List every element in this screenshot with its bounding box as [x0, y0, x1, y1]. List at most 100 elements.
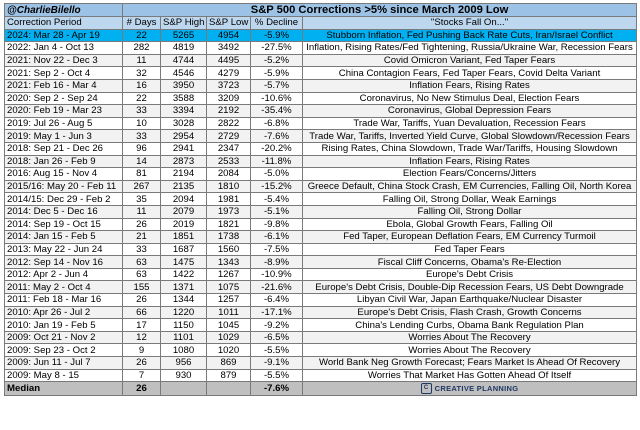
row-period: 2012: Apr 2 - Jun 4 [4, 267, 123, 282]
row-period: 2010: Apr 26 - Jul 2 [4, 305, 123, 320]
row-decline: -10.9% [250, 267, 303, 282]
row-days: 11 [122, 53, 161, 68]
row-days: 63 [122, 267, 161, 282]
row-decline: -35.4% [250, 104, 303, 118]
row-days: 11 [122, 204, 161, 219]
row-days: 26 [122, 356, 161, 370]
row-days: 66 [122, 305, 161, 320]
row-period: 2014: Dec 5 - Dec 16 [4, 204, 123, 219]
row-high: 2019 [160, 217, 207, 232]
row-days: 267 [122, 179, 161, 194]
row-period: 2012: Sep 14 - Nov 16 [4, 255, 123, 269]
row-period: 2014: Jan 15 - Feb 5 [4, 230, 123, 244]
row-high: 1422 [160, 267, 207, 282]
table-row: 2018: Sep 21 - Dec 26 96 2941 2347 -20.2% Ris… [4, 141, 638, 156]
row-decline: -21.6% [250, 280, 303, 295]
table-row: 2019: Jul 26 - Aug 5 10 3028 2822 -6.8% Trade… [4, 116, 638, 131]
table-row: 2009: May 8 - 15 7 930 879 -5.5% Worries That… [4, 368, 638, 383]
row-days: 9 [122, 343, 161, 358]
row-reason: Coronavirus, No New Stimulus Deal, Elect… [301, 91, 638, 106]
row-low: 1560 [206, 242, 251, 257]
row-reason: China Contagion Fears, Fed Taper Fears, … [301, 66, 638, 80]
row-decline: -11.8% [250, 154, 303, 169]
row-high: 2941 [160, 141, 207, 156]
row-reason: Worries That Market Has Gotten Ahead Of … [301, 368, 638, 383]
row-low: 1973 [206, 204, 251, 219]
row-decline: -5.9% [250, 66, 303, 80]
row-low: 2729 [206, 129, 251, 143]
row-high: 1220 [160, 305, 207, 320]
row-decline: -17.1% [250, 305, 303, 320]
table-row: 2018: Jan 26 - Feb 9 14 2873 2533 -11.8% Infl… [4, 154, 638, 169]
row-period: 2013: May 22 - Jun 24 [4, 242, 123, 257]
row-high: 930 [160, 368, 207, 383]
row-reason: World Bank Neg Growth Forecast; Fears Ma… [301, 356, 638, 370]
row-decline: -5.1% [250, 204, 303, 219]
row-high: 1475 [160, 255, 207, 269]
row-decline: -5.5% [250, 368, 303, 383]
logo-cell: C CREATIVE PLANNING [301, 381, 638, 397]
row-period: 2015/16: May 20 - Feb 11 [4, 179, 123, 194]
row-period: 2009: Sep 23 - Oct 2 [4, 343, 123, 358]
row-low: 4954 [206, 28, 251, 43]
row-reason: Covid Omicron Variant, Fed Taper Fears [301, 53, 638, 68]
row-decline: -6.1% [250, 230, 303, 244]
col-high-header: S&P High [160, 16, 207, 30]
row-reason: Inflation Fears, Rising Rates [301, 78, 638, 93]
row-low: 2533 [206, 154, 251, 169]
row-decline: -10.6% [250, 91, 303, 106]
row-decline: -5.9% [250, 28, 303, 43]
row-period: 2011: Feb 18 - Mar 16 [4, 293, 123, 307]
row-low: 3209 [206, 91, 251, 106]
row-period: 2020: Feb 19 - Mar 23 [4, 104, 123, 118]
row-high: 2873 [160, 154, 207, 169]
row-period: 2019: Jul 26 - Aug 5 [4, 116, 123, 131]
table-row: 2009: Oct 21 - Nov 2 12 1101 1029 -6.5% Worri… [4, 330, 638, 345]
row-low: 1821 [206, 217, 251, 232]
row-high: 4546 [160, 66, 207, 80]
table-row: 2024: Mar 28 - Apr 19 22 5265 4954 -5.9% Stub… [4, 28, 638, 43]
row-days: 63 [122, 255, 161, 269]
row-period: 2022: Jan 4 - Oct 13 [4, 41, 123, 55]
row-reason: Fed Taper, European Deflation Fears, EM … [301, 230, 638, 244]
row-high: 5265 [160, 28, 207, 43]
row-high: 2954 [160, 129, 207, 143]
row-decline: -6.4% [250, 293, 303, 307]
row-low: 1011 [206, 305, 251, 320]
row-reason: Trade War, Tariffs, Yuan Devaluation, Re… [301, 116, 638, 131]
row-period: 2014: Sep 19 - Oct 15 [4, 217, 123, 232]
row-days: 81 [122, 167, 161, 181]
row-reason: Trade War, Tariffs, Inverted Yield Curve… [301, 129, 638, 143]
row-days: 282 [122, 41, 161, 55]
table-row: 2014/15: Dec 29 - Feb 2 35 2094 1981 -5.4% Fa… [4, 192, 638, 206]
row-low: 4495 [206, 53, 251, 68]
col-low-header: S&P Low [206, 16, 251, 30]
row-days: 155 [122, 280, 161, 295]
row-low: 3723 [206, 78, 251, 93]
table-row: 2021: Sep 2 - Oct 4 32 4546 4279 -5.9% China … [4, 66, 638, 80]
row-low: 1020 [206, 343, 251, 358]
row-period: 2016: Aug 15 - Nov 4 [4, 167, 123, 181]
row-reason: Fiscal Cliff Concerns, Obama's Re-Electi… [301, 255, 638, 269]
row-decline: -8.9% [250, 255, 303, 269]
row-low: 1810 [206, 179, 251, 194]
row-days: 16 [122, 78, 161, 93]
median-empty-high [160, 381, 207, 397]
row-high: 3028 [160, 116, 207, 131]
row-period: 2011: May 2 - Oct 4 [4, 280, 123, 295]
row-period: 2024: Mar 28 - Apr 19 [4, 28, 123, 43]
row-high: 2135 [160, 179, 207, 194]
row-low: 869 [206, 356, 251, 370]
row-days: 33 [122, 104, 161, 118]
row-high: 1101 [160, 330, 207, 345]
table-row: 2010: Jan 19 - Feb 5 17 1150 1045 -9.2% China… [4, 318, 638, 332]
row-decline: -5.4% [250, 192, 303, 206]
row-reason: Europe's Debt Crisis, Double-Dip Recessi… [301, 280, 638, 295]
col-decline-header: % Decline [250, 16, 303, 30]
row-high: 1851 [160, 230, 207, 244]
row-high: 1344 [160, 293, 207, 307]
row-days: 17 [122, 318, 161, 332]
table-row: 2019: May 1 - Jun 3 33 2954 2729 -7.6% Trade … [4, 129, 638, 143]
table-row: 2020: Sep 2 - Sep 24 22 3588 3209 -10.6% Coro… [4, 91, 638, 106]
table-row: 2015/16: May 20 - Feb 11 267 2135 1810 -15.2… [4, 179, 638, 194]
